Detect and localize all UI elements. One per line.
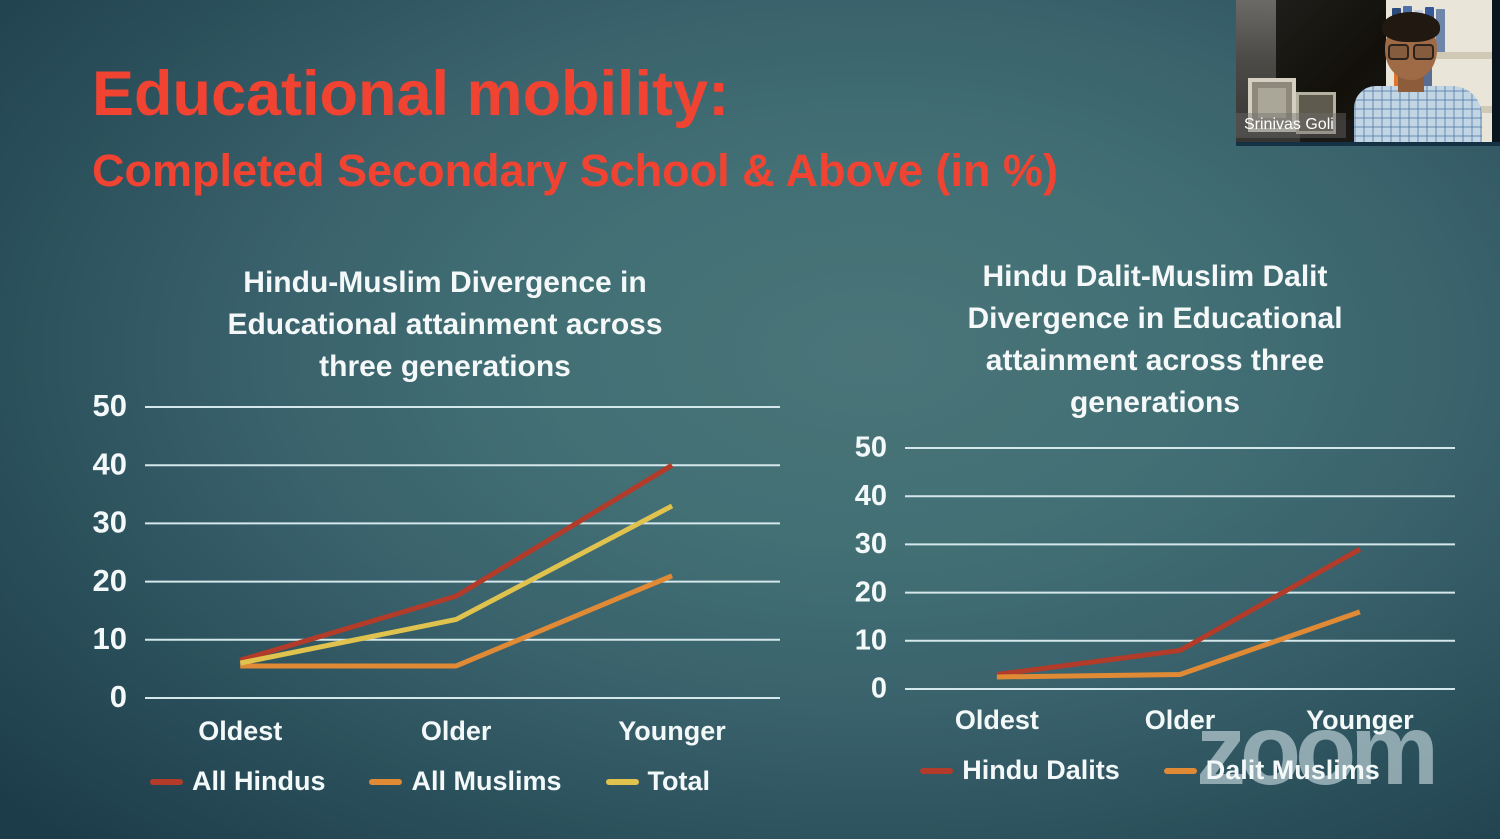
picture-frame [1248, 78, 1296, 132]
participant-name-label: Srinivas Goli [1236, 113, 1346, 138]
legend-label: All Hindus [191, 766, 326, 796]
y-tick-label: 50 [93, 388, 127, 423]
x-category-label: Younger [1306, 705, 1414, 735]
x-category-label: Younger [618, 716, 726, 746]
legend-item-dalit-muslims: Dalit Muslims [1163, 755, 1380, 786]
chart-title: Hindu-Muslim Divergence in Educational a… [227, 266, 663, 383]
chart-plot: 0 10 20 30 40 50 Oldest Older Younger [855, 432, 1455, 735]
glasses-lens [1388, 44, 1409, 60]
legend-item-all-hindus: All Hindus [149, 766, 326, 797]
legend-item-total: Total [605, 766, 711, 797]
webcam-bottom-strip [1236, 142, 1500, 146]
chart-legend: Hindu Dalits Dalit Muslims [820, 755, 1480, 786]
zoom-watermark: zoom [1196, 694, 1439, 806]
slide-title: Educational mobility: [92, 59, 730, 129]
y-tick-label: 30 [93, 505, 127, 540]
x-category-label: Oldest [955, 705, 1039, 735]
legend-swatch [1163, 767, 1197, 774]
x-category-label: Oldest [198, 716, 282, 746]
legend-label: Total [647, 766, 711, 796]
shelf-board [1386, 52, 1492, 59]
chart-legend: All Hindus All Muslims Total [60, 766, 800, 797]
picture-frame-inner [1258, 88, 1286, 118]
legend-swatch [149, 778, 183, 785]
picture-frame [1296, 92, 1336, 134]
glasses-lens [1413, 44, 1434, 60]
y-tick-label: 50 [855, 432, 887, 464]
participant-hair [1382, 12, 1440, 42]
webcam-edge-strip [1492, 0, 1500, 146]
y-tick-label: 20 [855, 576, 887, 608]
chart-plot: 0 10 20 30 40 50 Oldest Older Younger [93, 388, 780, 746]
legend-swatch [605, 778, 639, 785]
book-spine [1436, 9, 1445, 52]
series-line-total [239, 503, 674, 666]
legend-swatch [920, 767, 954, 774]
y-tick-label: 0 [110, 679, 127, 714]
y-tick-label: 40 [93, 446, 127, 481]
legend-swatch [369, 778, 403, 785]
y-tick-label: 0 [871, 673, 887, 705]
y-tick-label: 10 [855, 624, 887, 656]
y-tick-label: 40 [855, 480, 887, 512]
slide-subtitle: Completed Secondary School & Above (in %… [92, 145, 1058, 196]
legend-item-all-muslims: All Muslims [369, 766, 562, 797]
legend-item-hindu-dalits: Hindu Dalits [920, 755, 1120, 786]
participant-shirt [1354, 86, 1482, 146]
x-category-label: Older [421, 716, 492, 746]
series-line-hindu-dalits [996, 547, 1362, 678]
legend-label: All Muslims [411, 766, 562, 796]
glasses-icon [1388, 44, 1434, 60]
series-line-dalit-muslims [996, 609, 1361, 680]
webcam-video[interactable]: Srinivas Goli [1236, 0, 1500, 146]
y-tick-label: 30 [855, 528, 887, 560]
y-tick-label: 10 [93, 621, 127, 656]
series-line-all-muslims [240, 573, 674, 669]
book-spine [1423, 64, 1432, 104]
y-tick-label: 20 [93, 563, 127, 598]
legend-label: Hindu Dalits [962, 755, 1120, 785]
legend-label: Dalit Muslims [1205, 755, 1380, 785]
series-line-all-hindus [239, 463, 674, 663]
x-category-label: Older [1145, 705, 1216, 735]
chart-title: Hindu Dalit-Muslim Dalit Divergence in E… [967, 260, 1343, 419]
